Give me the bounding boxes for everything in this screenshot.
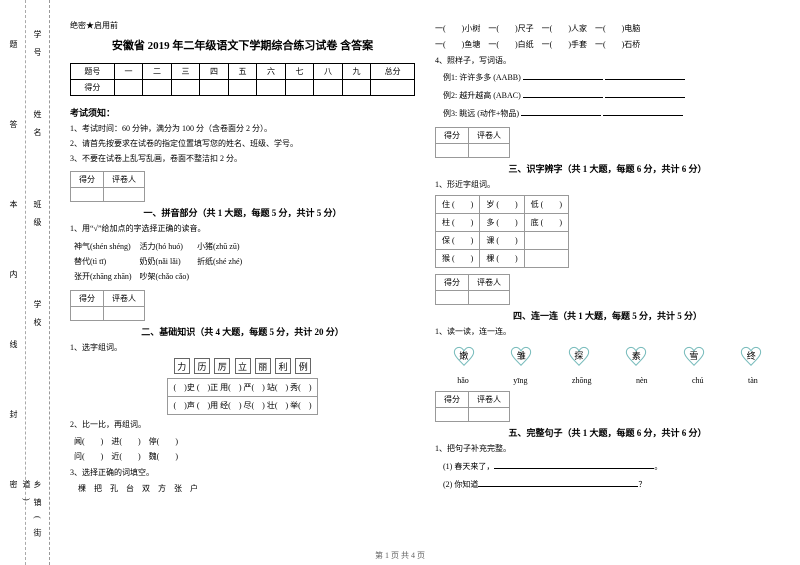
right-column: 一( )小树 一( )尺子 一( )人家 一( )电脑 一( )鱼塘 一( )白… <box>425 20 790 555</box>
margin-field-xuexiao: 学校 <box>32 300 43 336</box>
exam-title: 安徽省 2019 年二年级语文下学期综合练习试卷 含答案 <box>70 37 415 53</box>
question-text: 1、形近字组词。 <box>435 179 780 192</box>
fill-line: 一( )鱼塘 一( )白纸 一( )手套 一( )石桥 <box>435 39 780 52</box>
grader-table: 得分评卷人 <box>70 290 145 321</box>
section-5-heading: 五、完整句子（共 1 大题，每题 6 分，共计 6 分） <box>435 426 780 439</box>
word-bank: 棵 把 孔 台 双 方 张 户 <box>70 483 415 496</box>
left-column: 绝密★启用前 安徽省 2019 年二年级语文下学期综合练习试卷 含答案 题号 一… <box>60 20 425 555</box>
section-3-heading: 三、识字辨字（共 1 大题，每题 6 分，共计 6 分） <box>435 162 780 175</box>
grader-table: 得分评卷人 <box>435 127 510 158</box>
margin-inner-6: 密 <box>8 480 19 488</box>
margin-inner-0: 题 <box>8 40 19 48</box>
question-text: 2、比一比，再组词。 <box>70 419 415 432</box>
section-2-heading: 二、基础知识（共 4 大题，每题 5 分，共计 20 分） <box>70 325 415 338</box>
section-4-heading: 四、连一连（共 1 大题，每题 5 分，共计 5 分） <box>435 309 780 322</box>
heart-icon: 探 <box>565 346 593 368</box>
th-tihao: 题号 <box>71 64 115 80</box>
score-table: 题号 一 二 三 四 五 六 七 八 九 总分 得分 <box>70 63 415 96</box>
sentence-line: (1) 春天来了，。 <box>435 459 780 474</box>
example-line: 例3: 眺远 (动作+物品) <box>435 106 780 121</box>
margin-inner-3: 内 <box>8 270 19 278</box>
binding-margin: 学号 姓名 班级 学校 乡镇(街道) 题 答 本 内 线 封 密 <box>0 0 50 565</box>
instruction-item: 3、不要在试卷上乱写乱画，卷面不整洁扣 2 分。 <box>70 153 415 165</box>
margin-field-xingming: 姓名 <box>32 110 43 146</box>
heart-row: 嫩 雏 探 素 雪 <box>435 346 780 368</box>
margin-field-xuehao: 学号 <box>32 30 43 66</box>
notice-title: 考试须知： <box>70 106 415 119</box>
question-text: 3、选择正确的词填空。 <box>70 467 415 480</box>
question-text: 1、读一读，连一连。 <box>435 326 780 339</box>
question-text: 1、把句子补充完整。 <box>435 443 780 456</box>
section-1-heading: 一、拼音部分（共 1 大题，每题 5 分，共计 5 分） <box>70 206 415 219</box>
heart-icon: 素 <box>622 346 650 368</box>
example-line: 例1: 许许多多 (AABB) <box>435 70 780 85</box>
heart-icon: 嫩 <box>450 346 478 368</box>
margin-inner-1: 答 <box>8 120 19 128</box>
page-footer: 第 1 页 共 4 页 <box>0 550 800 561</box>
similar-char-table: 住 ( ) 岁 ( ) 低 ( ) 柱 ( ) 多 ( ) 底 ( ) 保 ( … <box>435 195 569 268</box>
content-area: 绝密★启用前 安徽省 2019 年二年级语文下学期综合练习试卷 含答案 题号 一… <box>50 0 800 565</box>
question-text: 4、照样子，写词语。 <box>435 55 780 68</box>
fill-line: 一( )小树 一( )尺子 一( )人家 一( )电脑 <box>435 23 780 36</box>
instruction-item: 2、请首先按要求在试卷的指定位置填写您的姓名、班级、学号。 <box>70 138 415 150</box>
pinyin-row: hǎo yīng zhōng nèn chú tàn <box>435 376 780 385</box>
sentence-line: (2) 你知道？ <box>435 477 780 492</box>
grader-table: 得分评卷人 <box>70 171 145 202</box>
question-text: 1、选字组词。 <box>70 342 415 355</box>
exam-page: 学号 姓名 班级 学校 乡镇(街道) 题 答 本 内 线 封 密 绝密★启用前 … <box>0 0 800 565</box>
th-defen: 得分 <box>71 80 115 96</box>
margin-inner-2: 本 <box>8 200 19 208</box>
instruction-item: 1、考试时间：60 分钟，满分为 100 分（含卷面分 2 分）。 <box>70 123 415 135</box>
grader-table: 得分评卷人 <box>435 274 510 305</box>
table-row: 得分 <box>71 80 415 96</box>
question-text: 1、用“√”给加点的字选择正确的读音。 <box>70 223 415 236</box>
confidential-note: 绝密★启用前 <box>70 20 415 31</box>
grader-table: 得分评卷人 <box>435 391 510 422</box>
fill-table: ( )史 ( )正 用( ) 严( ) 站( ) 秀( ) ( )声 ( )用 … <box>167 378 319 415</box>
exam-instructions: 1、考试时间：60 分钟，满分为 100 分（含卷面分 2 分）。 2、请首先按… <box>70 123 415 165</box>
heart-icon: 雏 <box>507 346 535 368</box>
margin-inner-4: 线 <box>8 340 19 348</box>
pinyin-items: 神气(shén shéng) 活力(hó huó) 小猪(zhū zū) 替代(… <box>70 239 246 284</box>
table-row: 题号 一 二 三 四 五 六 七 八 九 总分 <box>71 64 415 80</box>
char-box-row: 力 历 厉 立 丽 利 例 <box>70 358 415 374</box>
heart-icon: 终 <box>737 346 765 368</box>
margin-inner-5: 封 <box>8 410 19 418</box>
compare-pairs: 闻( ) 进( ) 停( ) 问( ) 近( ) 魏( ) <box>70 434 182 464</box>
heart-icon: 雪 <box>680 346 708 368</box>
margin-field-banji: 班级 <box>32 200 43 236</box>
example-line: 例2: 越升越高 (ABAC) <box>435 88 780 103</box>
